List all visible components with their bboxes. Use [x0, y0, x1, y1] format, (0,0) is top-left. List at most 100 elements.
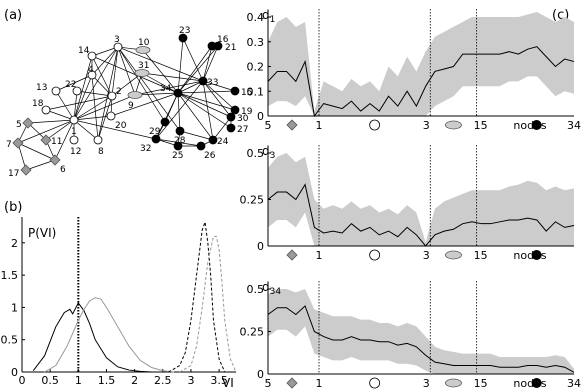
ellipse-marker — [445, 250, 462, 260]
edge-16-33 — [202, 45, 213, 82]
node-marker — [49, 154, 61, 166]
edge-24-33 — [202, 80, 214, 141]
edge-2-4 — [91, 74, 113, 97]
edge-31-33 — [141, 72, 204, 82]
edge-7-17 — [17, 142, 27, 171]
node-marker — [230, 105, 240, 115]
node-label: 13 — [36, 83, 47, 93]
network-node: 11 — [40, 134, 62, 147]
network-node: 18 — [32, 99, 51, 115]
node-label: 21 — [225, 43, 236, 53]
network-node: 6 — [49, 154, 66, 175]
x-label-v3: 3 — [423, 119, 430, 132]
network-node: 20 — [106, 111, 127, 131]
edge-32-34 — [155, 92, 179, 140]
plot-b-series-line-0 — [32, 301, 152, 373]
band-area — [268, 12, 574, 116]
node-label: 9 — [128, 101, 134, 111]
x-label-v1: 1 — [316, 249, 323, 262]
x-label-v3: 3 — [423, 377, 430, 389]
node-label: 4 — [88, 65, 94, 75]
y-label-main: d — [262, 280, 270, 294]
plot-b-y-tick-label: 0.5 — [1, 334, 19, 347]
x-label-v15: 15 — [474, 377, 488, 389]
node-label: 17 — [8, 169, 19, 179]
node-label: 11 — [51, 137, 62, 147]
node-label: 33 — [207, 78, 218, 88]
edge-21-33 — [202, 45, 219, 82]
edge-1-8 — [73, 119, 99, 141]
plot-b-y-tick-label: 1 — [11, 301, 18, 314]
node-label: 6 — [60, 165, 66, 175]
x-axis-label: nodes — [513, 249, 546, 262]
edge-1-20 — [73, 115, 112, 121]
y-label-sub: 1 — [270, 15, 276, 25]
panel-label-b: (b) — [4, 200, 22, 215]
edge-23-33 — [182, 37, 204, 82]
plot-b-x-tick-label: 1 — [75, 374, 82, 387]
node-label: 12 — [70, 147, 81, 157]
edge-27-34 — [177, 92, 232, 129]
plot-b-series-line-1 — [44, 297, 175, 373]
edge-24-34 — [177, 92, 214, 141]
y-tick-label: 0 — [257, 368, 264, 381]
y-tick-label: 0.5 — [247, 283, 265, 296]
node-label: 32 — [140, 144, 151, 154]
mean-line — [267, 46, 575, 118]
edge-31-34 — [141, 72, 179, 94]
diamond-marker — [286, 249, 298, 261]
edge-1-18 — [45, 109, 75, 121]
network-node: 31 — [134, 61, 149, 77]
panel-label-a: (a) — [4, 8, 22, 23]
edge-6-7 — [17, 142, 56, 161]
node-label: 7 — [6, 140, 12, 150]
filled-circle-marker — [531, 120, 542, 130]
x-axis-label: nodes — [513, 377, 546, 389]
edge-3-8 — [97, 46, 119, 141]
edge-1-11 — [45, 119, 75, 141]
edge-1-3 — [73, 46, 119, 121]
node-marker — [173, 88, 183, 98]
network-graph: 1234567891011121314151617181920212223242… — [6, 26, 253, 179]
node-marker — [40, 134, 52, 146]
edge-2-18 — [45, 95, 113, 111]
x-label-end: 34 — [567, 119, 581, 132]
y-label-main: d — [262, 144, 270, 158]
node-marker — [135, 46, 151, 54]
filled-circle-marker — [531, 250, 542, 260]
node-marker — [151, 134, 161, 144]
network-node: 15 — [230, 86, 252, 98]
network-node: 17 — [8, 164, 32, 179]
network-node: 34 — [160, 84, 183, 98]
x-label-start: 5 — [265, 377, 272, 389]
network-node: 24 — [208, 135, 229, 147]
mean-line — [267, 305, 575, 373]
network-node: 14 — [78, 46, 97, 61]
node-label: 30 — [237, 114, 249, 124]
node-label: 15 — [241, 88, 252, 98]
node-marker — [178, 33, 188, 43]
network-edges — [17, 37, 236, 171]
node-marker — [160, 117, 170, 127]
network-node: 5 — [16, 117, 34, 130]
plot-b-xlabel: VI — [222, 376, 234, 389]
edge-33-34 — [177, 80, 204, 94]
network-node: 30 — [226, 112, 249, 124]
edge-24-28 — [179, 130, 214, 141]
plot-b-x-tick-label: 3.5 — [210, 374, 228, 387]
node-marker — [226, 112, 236, 122]
x-label-v3: 3 — [423, 249, 430, 262]
node-label: 28 — [174, 136, 186, 146]
edge-14-34 — [91, 55, 179, 94]
edge-1-13 — [55, 90, 75, 121]
plot-b-series-line-2 — [168, 221, 226, 373]
node-marker — [72, 86, 82, 96]
plot-b-x-tick-label: 3 — [187, 374, 194, 387]
ellipse-marker — [445, 378, 462, 388]
edge-6-17 — [25, 159, 56, 171]
network-node: 2 — [107, 87, 122, 101]
edge-2-22 — [76, 90, 113, 97]
node-label: 10 — [138, 38, 150, 48]
network-node: 8 — [93, 135, 104, 157]
